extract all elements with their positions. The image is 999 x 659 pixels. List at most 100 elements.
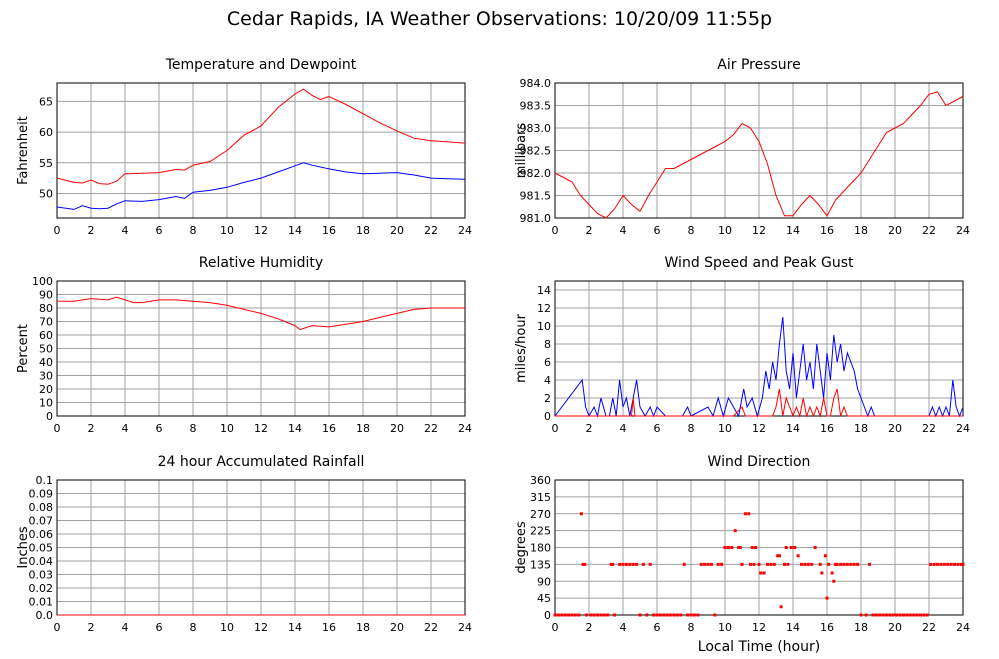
pressure-title: Air Pressure xyxy=(717,57,800,73)
pressure-xtick-label: 22 xyxy=(922,224,936,237)
direction-point xyxy=(806,562,810,566)
pressure-ytick-label: 982.0 xyxy=(520,167,552,180)
direction-point xyxy=(583,562,587,566)
rain-ytick-label: 0.04 xyxy=(29,555,54,568)
temp-xtick-label: 8 xyxy=(190,224,197,237)
direction-point xyxy=(570,613,574,617)
humidity-xtick-label: 18 xyxy=(356,422,370,435)
humidity-ytick-label: 70 xyxy=(39,316,53,329)
direction-point xyxy=(810,562,814,566)
direction-point xyxy=(936,562,939,566)
direction-point xyxy=(613,613,616,617)
direction-point xyxy=(925,613,929,617)
temp-xtick-label: 10 xyxy=(220,224,234,237)
direction-point xyxy=(579,512,583,516)
pressure-xtick-label: 14 xyxy=(786,224,800,237)
direction-ytick-label: 90 xyxy=(537,575,551,588)
pressure-ytick-label: 982.5 xyxy=(520,145,552,158)
direction-xtick-label: 20 xyxy=(888,621,902,634)
direction-point xyxy=(754,546,758,549)
direction-point xyxy=(652,613,656,617)
wind-xtick-label: 8 xyxy=(688,422,695,435)
temp-series-line-1 xyxy=(56,162,466,210)
direction-point xyxy=(706,562,710,566)
direction-ytick-label: 225 xyxy=(530,525,551,538)
pressure-xtick-label: 6 xyxy=(654,224,661,237)
direction-point xyxy=(635,562,639,566)
direction-point xyxy=(946,562,950,566)
rain-xtick-label: 14 xyxy=(288,621,302,634)
direction-point xyxy=(573,613,577,617)
pressure-xtick-label: 20 xyxy=(888,224,902,237)
temp-xtick-label: 12 xyxy=(254,224,268,237)
direction-point xyxy=(599,613,603,617)
direction-title: Wind Direction xyxy=(708,454,811,470)
direction-point xyxy=(689,613,693,617)
temp-ytick-label: 50 xyxy=(39,187,53,200)
direction-point xyxy=(919,613,922,617)
direction-xlabel: Local Time (hour) xyxy=(698,639,820,655)
direction-point xyxy=(776,554,780,558)
wind-xtick-label: 22 xyxy=(922,422,936,435)
direction-xtick-label: 18 xyxy=(854,621,868,634)
direction-point xyxy=(905,613,909,617)
rain-ytick-label: 0.07 xyxy=(29,515,54,528)
humidity-xtick-label: 20 xyxy=(390,422,404,435)
direction-point xyxy=(716,562,720,566)
direction-point xyxy=(832,579,836,583)
direction-point xyxy=(672,613,676,617)
direction-point xyxy=(596,613,599,617)
humidity-xtick-label: 12 xyxy=(254,422,268,435)
humidity-xtick-label: 10 xyxy=(220,422,234,435)
wind-xtick-label: 16 xyxy=(820,422,834,435)
direction-point xyxy=(556,613,560,617)
rain-xtick-label: 24 xyxy=(458,621,472,634)
direction-frame xyxy=(554,479,964,616)
rain-xtick-label: 0 xyxy=(54,621,61,634)
rain-title: 24 hour Accumulated Rainfall xyxy=(158,454,365,470)
wind-ytick-label: 6 xyxy=(544,356,551,369)
direction-point xyxy=(641,562,645,566)
pressure-xtick-label: 12 xyxy=(752,224,766,237)
direction-point xyxy=(703,562,707,566)
direction-ytick-label: 45 xyxy=(537,592,551,605)
direction-xtick-label: 8 xyxy=(688,621,695,634)
direction-ytick-label: 135 xyxy=(530,558,551,571)
rain-ytick-label: 0.06 xyxy=(29,528,54,541)
pressure-frame xyxy=(554,82,964,219)
direction-point xyxy=(584,613,588,617)
humidity-series-line-0 xyxy=(57,296,465,331)
humidity-ytick-label: 10 xyxy=(39,397,53,410)
direction-xtick-label: 12 xyxy=(752,621,766,634)
rain-xtick-label: 4 xyxy=(122,621,129,634)
direction-point xyxy=(675,613,679,617)
humidity-ytick-label: 0 xyxy=(46,410,53,423)
pressure-ytick-label: 983.0 xyxy=(520,122,552,135)
humidity-ytick-label: 30 xyxy=(39,370,53,383)
direction-point xyxy=(803,562,807,566)
direction-ytick-label: 315 xyxy=(530,491,551,504)
wind-ytick-label: 0 xyxy=(544,410,551,423)
temp-ylabel: Fahrenheit xyxy=(16,116,31,185)
pressure-ytick-label: 981.5 xyxy=(520,190,552,203)
direction-point xyxy=(723,546,727,549)
direction-point xyxy=(740,562,744,566)
direction-point xyxy=(902,613,905,617)
temp-xtick-label: 20 xyxy=(390,224,404,237)
wind-xtick-label: 4 xyxy=(620,422,627,435)
direction-point xyxy=(818,562,822,566)
direction-point xyxy=(766,562,769,566)
direction-xtick-label: 2 xyxy=(586,621,593,634)
humidity-xtick-label: 8 xyxy=(190,422,197,435)
direction-point xyxy=(849,562,853,566)
direction-point xyxy=(730,546,734,549)
pressure-ylabel: millibars xyxy=(514,123,529,179)
wind-series-line-1 xyxy=(555,388,963,418)
direction-point xyxy=(733,529,737,533)
direction-point xyxy=(743,512,747,516)
